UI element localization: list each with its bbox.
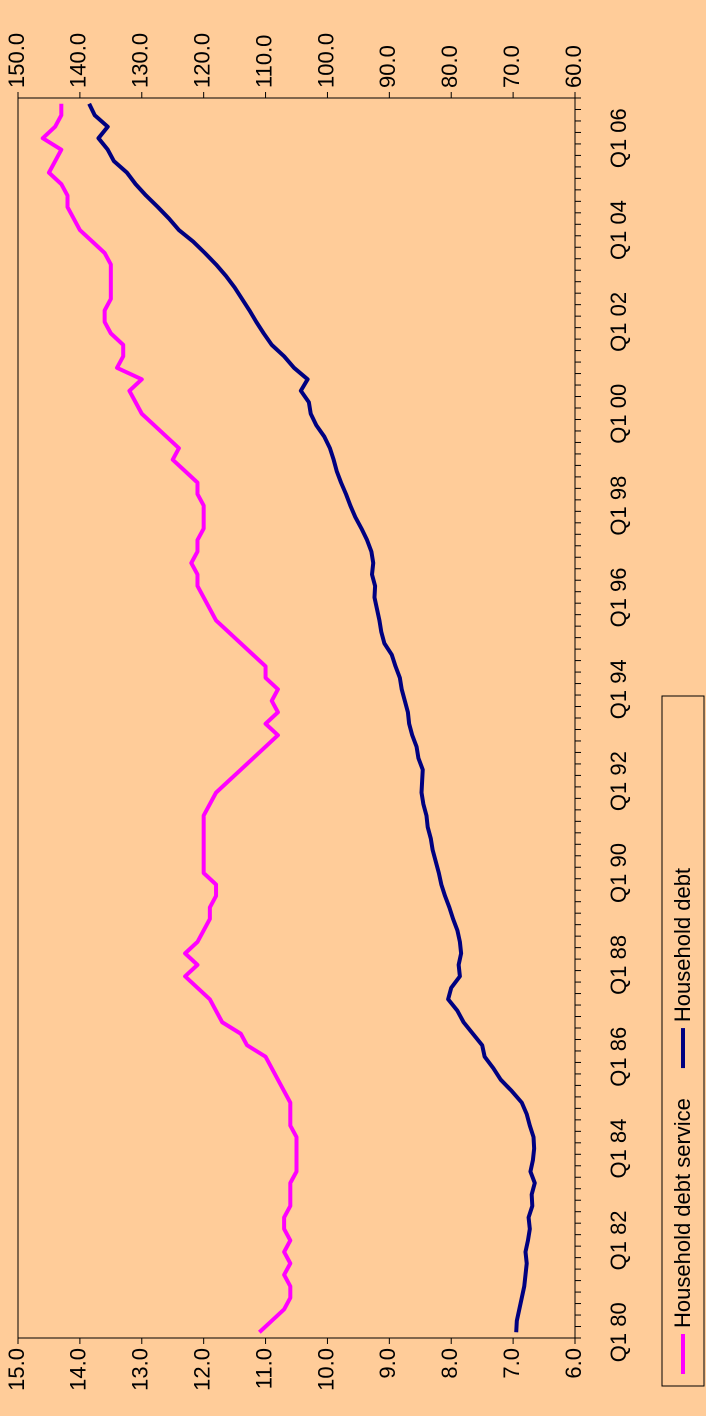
y2-tick-label: 80.0 bbox=[437, 45, 462, 88]
y2-tick-label: 120.0 bbox=[189, 33, 214, 88]
y-tick-label: 6.0 bbox=[561, 1348, 586, 1379]
y2-tick-label: 100.0 bbox=[313, 33, 338, 88]
y2-tick-label: 90.0 bbox=[375, 45, 400, 88]
x-tick-label: Q1 82 bbox=[606, 1210, 631, 1270]
x-tick-label: Q1 98 bbox=[606, 476, 631, 536]
rotated-chart: 6.0 7.0 8.0 9.0 10.0 11.0 12.0 13.0 14.0 15.0 60.0… bbox=[4, 33, 705, 1391]
y2-tick-label: 130.0 bbox=[128, 33, 153, 88]
legend-label: Household debt bbox=[670, 868, 695, 1022]
x-tick-label: Q1 04 bbox=[606, 200, 631, 260]
x-tick-label: Q1 00 bbox=[606, 384, 631, 444]
y-tick-label: 7.0 bbox=[499, 1348, 524, 1379]
y2-tick-label: 150.0 bbox=[4, 33, 29, 88]
y-tick-label: 11.0 bbox=[251, 1348, 276, 1389]
y-tick-label: 10.0 bbox=[313, 1348, 338, 1391]
x-tick-label: Q1 86 bbox=[606, 1027, 631, 1087]
y2-tick-label: 60.0 bbox=[561, 45, 586, 88]
x-tick-label: Q1 02 bbox=[606, 292, 631, 352]
y2-tick-label: 110.0 bbox=[251, 35, 276, 88]
x-tick-label: Q1 90 bbox=[606, 843, 631, 903]
y-tick-label: 15.0 bbox=[4, 1348, 29, 1391]
x-tick-label: Q1 96 bbox=[606, 567, 631, 627]
x-tick-label: Q1 94 bbox=[606, 659, 631, 719]
y-tick-label: 8.0 bbox=[437, 1348, 462, 1379]
x-tick-label: Q1 88 bbox=[606, 935, 631, 995]
legend-label: Household debt service bbox=[670, 1098, 695, 1328]
y-tick-label: 12.0 bbox=[189, 1348, 214, 1391]
y-tick-label: 13.0 bbox=[128, 1348, 153, 1391]
x-tick-label: Q1 92 bbox=[606, 751, 631, 811]
y2-tick-label: 140.0 bbox=[66, 33, 91, 88]
x-tick-label: Q1 06 bbox=[606, 108, 631, 168]
x-tick-label: Q1 84 bbox=[606, 1119, 631, 1179]
x-tick-label: Q1 80 bbox=[606, 1302, 631, 1362]
y2-tick-label: 70.0 bbox=[499, 45, 524, 88]
y-tick-label: 9.0 bbox=[375, 1348, 400, 1379]
series-line bbox=[87, 102, 537, 1333]
y-tick-label: 14.0 bbox=[66, 1348, 91, 1391]
series-line bbox=[40, 103, 299, 1334]
